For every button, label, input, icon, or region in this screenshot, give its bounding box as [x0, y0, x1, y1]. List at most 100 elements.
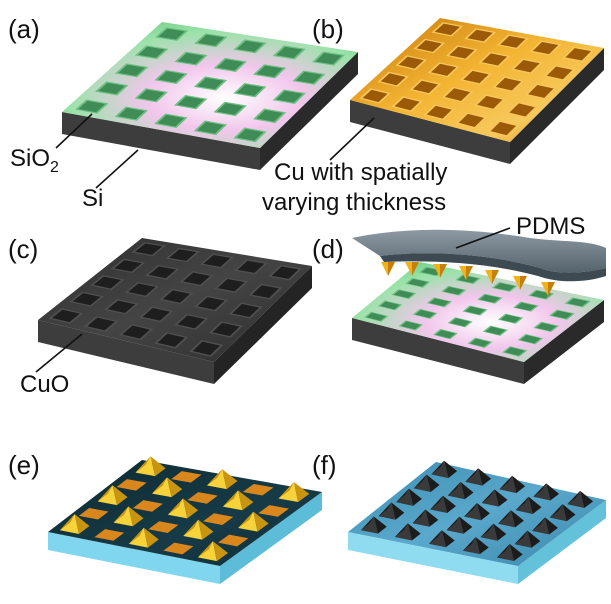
- slab-side-left: [352, 318, 524, 384]
- pdms-pyramid-shade: [548, 282, 555, 296]
- hole: [421, 267, 442, 276]
- pyramid-face: [515, 496, 529, 511]
- pyramid-face: [278, 482, 294, 499]
- flat-square: [148, 521, 179, 533]
- pyramid-face: [498, 510, 511, 524]
- hole: [237, 260, 265, 273]
- si-label: Si: [82, 185, 104, 212]
- pyramid-face: [428, 530, 442, 544]
- panel-label-c: (c): [8, 234, 39, 264]
- hole: [494, 283, 515, 291]
- pdms-film: [352, 229, 606, 282]
- pyramid-face: [446, 516, 464, 534]
- pyramid-face: [462, 537, 480, 555]
- pyramid-face: [167, 498, 183, 515]
- pyramid-face: [197, 541, 217, 562]
- pyramid-face: [378, 502, 396, 520]
- hole: [449, 46, 475, 59]
- hole: [157, 333, 185, 347]
- leader-lines: [35, 113, 511, 373]
- pyramid-face: [499, 475, 513, 490]
- hole: [509, 103, 535, 117]
- hole: [434, 23, 461, 36]
- panel-f-pyramids: [360, 460, 594, 561]
- pdms-pyramid-shade: [388, 262, 395, 276]
- pyramid-face: [465, 468, 483, 486]
- slab-side-right: [220, 492, 322, 584]
- hole: [470, 338, 491, 347]
- hole: [122, 325, 150, 339]
- flat-square: [258, 505, 289, 517]
- hole: [157, 71, 185, 83]
- hole: [72, 293, 101, 306]
- hole: [114, 260, 142, 272]
- cu-label-line1: Cu with spatially: [274, 159, 448, 186]
- panel-label-e: (e): [8, 450, 40, 480]
- pyramid-face: [430, 495, 443, 510]
- pyramid-face: [528, 496, 542, 514]
- pyramid-face: [465, 468, 479, 482]
- pyramid-face: [152, 477, 168, 494]
- pyramid-face: [394, 523, 408, 538]
- pyramid-face: [514, 530, 532, 548]
- hole: [551, 310, 573, 319]
- hole: [443, 286, 464, 295]
- hole: [137, 89, 165, 101]
- pyramid-face: [478, 468, 492, 486]
- flat-square: [163, 542, 194, 555]
- hole: [232, 304, 260, 318]
- pyramid-face: [464, 503, 482, 521]
- hole: [444, 88, 471, 101]
- pyramid-face: [135, 456, 151, 473]
- hole: [467, 29, 493, 42]
- slab-side-left: [348, 532, 518, 584]
- pyramid-face: [409, 488, 422, 506]
- pyramid-face: [493, 523, 507, 541]
- flat-square: [132, 500, 163, 512]
- pyramid-face: [396, 488, 409, 503]
- hole: [177, 96, 205, 108]
- pdms-leader: [455, 227, 511, 249]
- hole: [256, 65, 283, 77]
- hole: [217, 278, 245, 292]
- hole: [51, 309, 80, 323]
- pyramid-face: [183, 519, 199, 536]
- hole: [295, 71, 323, 84]
- pyramid-face: [549, 504, 567, 522]
- pyramid-face: [494, 489, 508, 507]
- pyramid-face: [222, 490, 243, 511]
- pyramid-face: [167, 498, 188, 519]
- pyramid-face: [549, 504, 563, 518]
- pyramid-face: [527, 530, 541, 548]
- slab-side-left: [48, 532, 220, 584]
- hole: [426, 105, 452, 119]
- hole: [236, 84, 264, 96]
- pyramid-face: [222, 490, 239, 507]
- pyramid-face: [412, 509, 430, 527]
- hole: [450, 318, 471, 327]
- pyramid-face: [443, 495, 456, 514]
- hole: [107, 300, 136, 313]
- pyramid-face: [113, 506, 129, 523]
- hole: [197, 34, 225, 46]
- slab-side-right: [510, 48, 604, 164]
- hole: [183, 272, 211, 285]
- pyramid-face: [480, 523, 498, 541]
- hole: [394, 97, 420, 111]
- slab-side-right: [260, 52, 358, 170]
- pyramid-face: [511, 510, 524, 528]
- pyramid-face: [378, 502, 392, 517]
- hole: [251, 285, 279, 298]
- panel-c-holes: [48, 242, 302, 357]
- pyramid-face: [496, 543, 514, 561]
- hole: [203, 255, 231, 267]
- pyramid-face: [515, 496, 533, 514]
- flat-square: [171, 471, 202, 483]
- pyramid-face: [206, 469, 227, 490]
- pyramid-face: [412, 509, 426, 524]
- pyramid-face: [238, 511, 254, 528]
- pyramid-face: [532, 517, 545, 531]
- pyramid-face: [431, 460, 445, 475]
- pyramid-face: [496, 543, 510, 558]
